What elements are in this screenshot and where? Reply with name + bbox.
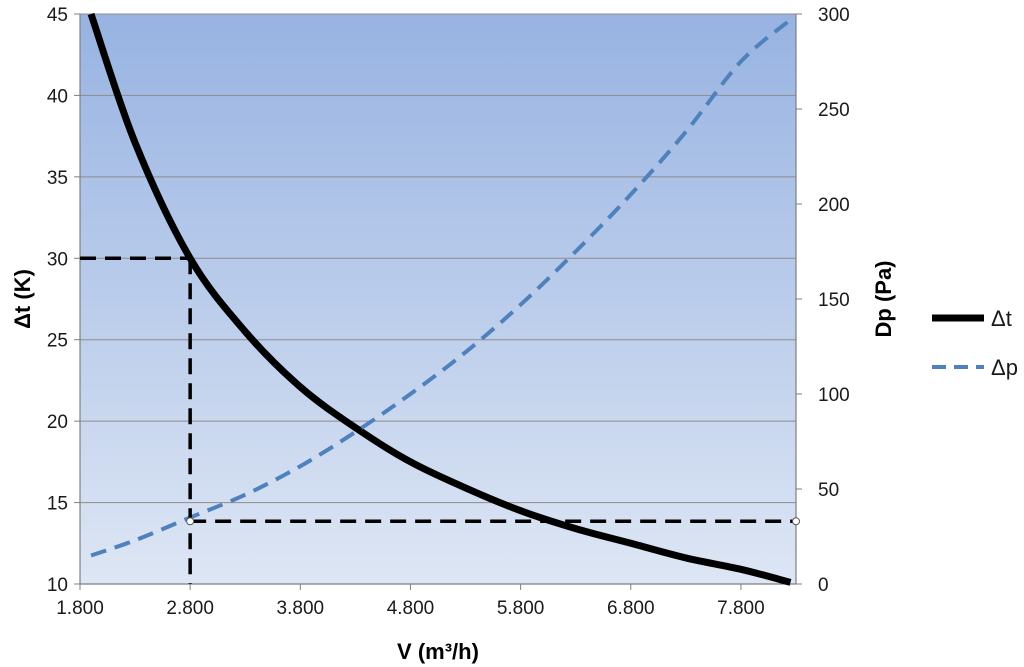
y-tick-label: 45 xyxy=(47,5,68,26)
gridlines xyxy=(80,13,796,504)
x-axis-title: V (m³/h) xyxy=(397,639,479,664)
x-tick-label: 4.800 xyxy=(387,598,435,619)
y-tick-label: 15 xyxy=(47,494,68,515)
legend-label-dt: Δt xyxy=(991,306,1012,331)
y-tick-label: 20 xyxy=(47,412,68,433)
series-line-dp xyxy=(90,18,792,558)
y-tick-label: 30 xyxy=(47,249,68,270)
y2-axis-title: Dp (Pa) xyxy=(871,261,896,338)
y-tick-label: 35 xyxy=(47,168,68,189)
plot-area xyxy=(80,14,796,584)
x-tick-label: 7.800 xyxy=(717,598,765,619)
y-axis-ticks: 10 15 20 25 30 35 40 45 xyxy=(47,5,80,596)
series-line-dt xyxy=(87,12,792,586)
x-tick-label: 6.800 xyxy=(607,598,655,619)
y-tick-label: 40 xyxy=(47,86,68,107)
y2-tick-label: 200 xyxy=(818,195,850,216)
y-tick-label: 25 xyxy=(47,331,68,352)
y2-tick-label: 0 xyxy=(818,575,829,596)
y2-tick-label: 50 xyxy=(818,480,839,501)
y2-tick-label: 300 xyxy=(818,5,850,26)
legend: Δt Δp xyxy=(932,306,1018,380)
y2-tick-label: 250 xyxy=(818,100,850,121)
x-tick-label: 3.800 xyxy=(277,598,325,619)
y-tick-label: 10 xyxy=(47,575,68,596)
y2-axis-ticks: 0 50 100 150 200 250 300 xyxy=(796,5,850,596)
y2-tick-label: 150 xyxy=(818,290,850,311)
legend-label-dp: Δp xyxy=(991,355,1018,380)
y2-tick-label: 100 xyxy=(818,385,850,406)
y-axis-title: Δt (K) xyxy=(10,269,35,329)
x-tick-label: 2.800 xyxy=(166,598,214,619)
x-tick-label: 5.800 xyxy=(497,598,545,619)
guide-marker xyxy=(792,517,800,526)
x-tick-label: 1.800 xyxy=(56,598,104,619)
guide-marker xyxy=(186,517,195,526)
x-axis-ticks: 1.800 2.800 3.800 4.800 5.800 6.800 7.800 xyxy=(56,584,765,619)
series-layer xyxy=(87,12,792,586)
guide-lines xyxy=(80,256,800,584)
